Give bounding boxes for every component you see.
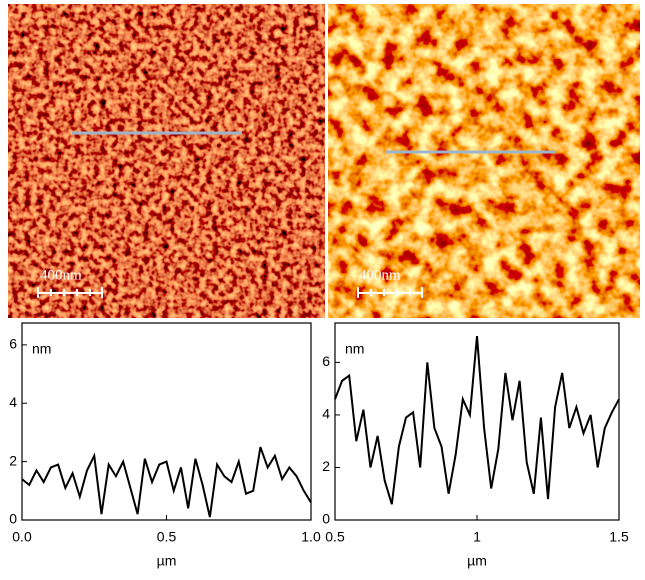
y-tick-label: 6: [9, 336, 17, 352]
afm-image: [328, 4, 640, 318]
x-tick-label: 1.5: [609, 529, 629, 545]
x-tick-label: 1.0: [301, 529, 321, 545]
y-axis-label: nm: [32, 341, 51, 357]
plot-area: [21, 322, 312, 521]
x-axis-label: µm: [157, 553, 177, 569]
scale-bar: [357, 287, 423, 298]
y-tick-label: 2: [9, 452, 17, 468]
scale-label: 400nm: [359, 267, 401, 283]
y-axis-label: nm: [345, 341, 364, 357]
y-tick-label: 0: [322, 511, 330, 527]
x-tick-label: 0.5: [325, 529, 345, 545]
y-tick-label: 6: [322, 353, 330, 369]
plot-area: [334, 322, 620, 521]
profile-curve: [334, 336, 620, 505]
y-tick-label: 0: [9, 511, 17, 527]
y-tick-label: 4: [322, 406, 330, 422]
y-tick-label: 4: [9, 394, 17, 410]
scale-bar: [37, 287, 103, 298]
x-axis-label: µm: [467, 553, 487, 569]
afm-image: [8, 4, 325, 318]
x-tick-label: 1: [473, 529, 481, 545]
y-tick-label: 2: [322, 458, 330, 474]
x-tick-label: 0.0: [12, 529, 32, 545]
scale-label: 400nm: [40, 267, 82, 283]
profile-curve: [21, 446, 312, 518]
x-tick-label: 0.5: [157, 529, 177, 545]
